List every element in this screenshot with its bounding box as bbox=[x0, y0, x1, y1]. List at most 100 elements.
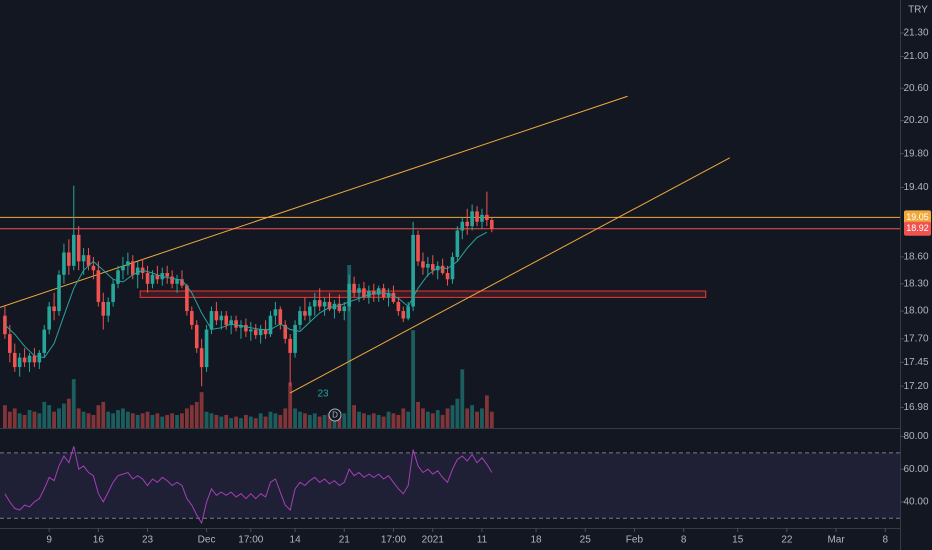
volume-bar bbox=[239, 418, 243, 428]
price-badge-label: 19.05 bbox=[906, 212, 929, 222]
candle-body bbox=[455, 230, 460, 257]
volume-bar bbox=[475, 411, 479, 428]
x-tick-label: 11 bbox=[477, 535, 488, 546]
trend-line bbox=[289, 157, 731, 394]
volume-bar bbox=[416, 401, 420, 428]
volume-bar bbox=[121, 408, 125, 428]
candle-body bbox=[475, 211, 479, 222]
x-tick-label: 17:00 bbox=[381, 535, 406, 546]
volume-bar bbox=[194, 401, 199, 428]
candle-body bbox=[135, 267, 140, 275]
candle-body bbox=[194, 324, 199, 349]
candle-body bbox=[278, 309, 283, 325]
volume-bar bbox=[209, 413, 214, 428]
y-tick-label: 17.20 bbox=[903, 381, 928, 392]
candle-body bbox=[430, 264, 435, 271]
volume-bar bbox=[293, 408, 297, 428]
volume-bar bbox=[244, 414, 248, 428]
volume-bar bbox=[22, 414, 27, 428]
volume-bar bbox=[234, 416, 238, 428]
candle-body bbox=[249, 329, 253, 332]
volume-bar bbox=[366, 414, 371, 428]
candle-body bbox=[327, 301, 332, 310]
y-tick-label: 20.60 bbox=[903, 83, 928, 94]
volume-bar bbox=[258, 413, 263, 428]
volume-bar bbox=[101, 401, 106, 428]
volume-bar bbox=[347, 265, 352, 428]
zone bbox=[139, 290, 707, 298]
candle-body bbox=[8, 334, 12, 353]
candle-body bbox=[298, 311, 302, 325]
y-tick-label: 20.20 bbox=[903, 115, 928, 126]
volume-bar bbox=[401, 408, 406, 428]
annotation: 23 bbox=[317, 389, 329, 400]
candle-body bbox=[106, 301, 110, 316]
candle-body bbox=[391, 292, 396, 302]
candle-body bbox=[37, 352, 42, 363]
x-tick-label: 21 bbox=[339, 535, 351, 546]
candle-body bbox=[71, 234, 76, 266]
candle-body bbox=[190, 311, 194, 325]
volume-bar bbox=[421, 408, 425, 428]
candle-body bbox=[421, 261, 425, 268]
price-badge bbox=[904, 210, 931, 225]
trend-line bbox=[0, 95, 628, 308]
volume-bar bbox=[96, 405, 101, 428]
volume-bar bbox=[17, 413, 22, 428]
volume-bar bbox=[204, 411, 209, 428]
y-tick-label: 21.00 bbox=[903, 51, 928, 62]
x-tick-label: 18 bbox=[531, 535, 543, 546]
candle-body bbox=[362, 288, 366, 298]
candle-body bbox=[322, 301, 327, 307]
x-tick-label: 22 bbox=[781, 535, 793, 546]
candle-body bbox=[175, 279, 179, 284]
volume-bar bbox=[406, 411, 411, 428]
candle-body bbox=[42, 329, 47, 353]
volume-bar bbox=[130, 413, 135, 428]
y-tick-label: 16.98 bbox=[903, 402, 928, 413]
y-tick-label: 18.00 bbox=[903, 306, 928, 317]
volume-bar bbox=[268, 411, 273, 428]
candle-body bbox=[116, 270, 120, 284]
candle-body bbox=[258, 329, 263, 336]
candle-body bbox=[273, 309, 278, 316]
rsi-tick-label: 60.00 bbox=[903, 464, 928, 475]
candle-body bbox=[411, 234, 415, 307]
candle-body bbox=[86, 255, 91, 266]
candle-body bbox=[357, 288, 361, 293]
volume-bar bbox=[170, 413, 175, 428]
candle-body bbox=[155, 274, 160, 280]
candle-body bbox=[204, 329, 209, 368]
y-tick-label: 19.40 bbox=[903, 182, 928, 193]
volume-bar bbox=[312, 413, 317, 428]
candle-body bbox=[12, 352, 17, 368]
volume-bar bbox=[76, 408, 81, 428]
volume-bar bbox=[86, 413, 91, 428]
volume-bar bbox=[362, 413, 366, 428]
event-icon bbox=[328, 408, 342, 422]
volume-bar bbox=[106, 411, 111, 428]
candle-body bbox=[165, 272, 170, 277]
candle-body bbox=[17, 357, 22, 368]
x-tick-label: 9 bbox=[46, 535, 52, 546]
x-tick-label: 17:00 bbox=[238, 535, 263, 546]
volume-bar bbox=[47, 405, 52, 428]
candle-body bbox=[283, 324, 288, 339]
x-tick-label: 23 bbox=[142, 535, 154, 546]
volume-bar bbox=[327, 413, 332, 428]
candle-body bbox=[347, 283, 351, 307]
volume-bar bbox=[332, 416, 337, 428]
volume-bar bbox=[342, 413, 347, 428]
candle-body bbox=[303, 311, 307, 316]
volume-bar bbox=[175, 414, 179, 428]
candle-body bbox=[57, 274, 61, 312]
candle-body bbox=[76, 234, 81, 262]
volume-bar bbox=[150, 414, 155, 428]
x-tick-label: 2021 bbox=[422, 535, 445, 546]
volume-bar bbox=[396, 414, 401, 428]
moving-average bbox=[4, 231, 488, 359]
volume-bar bbox=[253, 418, 258, 428]
volume-bar bbox=[155, 413, 160, 428]
